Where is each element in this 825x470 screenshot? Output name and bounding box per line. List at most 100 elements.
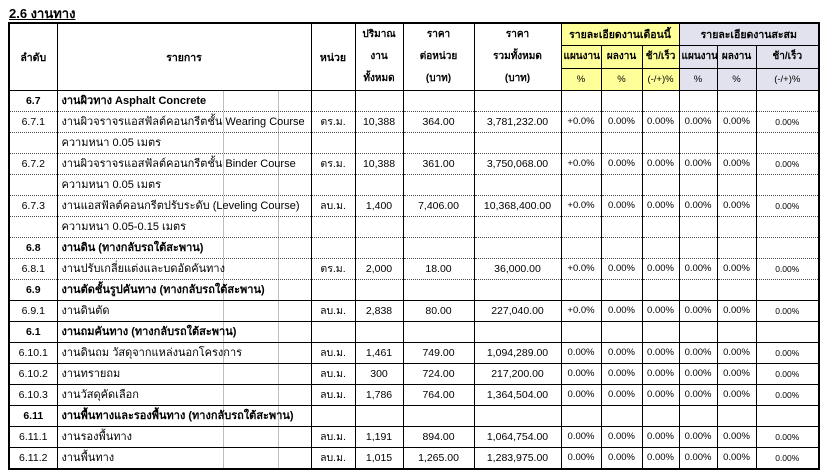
cell-month-plan-pct: [560, 321, 602, 343]
cell-month-diff-pct: 0.00%: [641, 363, 680, 385]
cell-quantity: [354, 237, 404, 259]
cell-total-price: 1,283,975.00: [473, 447, 562, 470]
cell-cum-diff-pct: 0.00%: [755, 384, 820, 406]
header-total-quantity: ปริมาณ งาน ทั้งหมด: [354, 22, 404, 91]
cell-month-diff-pct: 0.00%: [641, 111, 680, 133]
cell-unit: [310, 321, 356, 343]
header-month-actual-pct: %: [600, 67, 643, 91]
cell-description: งานถมคันทาง (ทางกลับรถใต้สะพาน): [56, 321, 312, 343]
cell-description: งานพื้นทางและรองพื้นทาง (ทางกลับรถใต้สะพ…: [56, 405, 312, 427]
cell-cum-actual-pct: [716, 405, 757, 427]
cell-unit-price: 80.00: [402, 300, 475, 322]
cell-description: งานผิวทาง Asphalt Concrete: [56, 90, 312, 112]
cell-cum-actual-pct: [716, 174, 757, 196]
cell-cum-diff-pct: [755, 216, 820, 238]
cell-unit: [310, 90, 356, 112]
cell-month-actual-pct: 0.00%: [600, 195, 643, 217]
cell-total-price: [473, 216, 562, 238]
cell-unit-price: 894.00: [402, 426, 475, 448]
cell-month-plan-pct: 0.00%: [560, 342, 602, 364]
cell-month-actual-pct: 0.00%: [600, 153, 643, 175]
cell-cum-diff-pct: [755, 321, 820, 343]
cell-cum-plan-pct: 0.00%: [678, 384, 718, 406]
cell-month-diff-pct: [641, 405, 680, 427]
cell-unit: [310, 216, 356, 238]
cell-no: 6.1: [8, 321, 58, 343]
cell-total-price: 3,750,068.00: [473, 153, 562, 175]
cell-month-plan-pct: +0.0%: [560, 195, 602, 217]
cell-cum-diff-pct: 0.00%: [755, 363, 820, 385]
cell-month-actual-pct: 0.00%: [600, 426, 643, 448]
table-row: ความหนา 0.05 เมตร: [8, 132, 820, 154]
cell-month-plan-pct: 0.00%: [560, 384, 602, 406]
header-group-cumulative: รายละเอียดงานสะสม: [678, 22, 820, 46]
table-row: 6.10.1 งานดินถม วัสดุจากแหล่งนอกโครงการ ลบ…: [8, 342, 820, 364]
cell-quantity: 1,191: [354, 426, 404, 448]
cell-cum-plan-pct: [678, 132, 718, 154]
cell-no: [8, 216, 58, 238]
cell-cum-actual-pct: 0.00%: [716, 258, 757, 280]
cell-description: งานผิวจราจรแอสฟัลต์คอนกรีตชั้น Wearing C…: [56, 111, 312, 133]
cell-no: 6.7.1: [8, 111, 58, 133]
cell-month-diff-pct: [641, 174, 680, 196]
cell-unit-price: 764.00: [402, 384, 475, 406]
cell-month-actual-pct: 0.00%: [600, 111, 643, 133]
cell-no: 6.8.1: [8, 258, 58, 280]
section-row: 6.1 งานถมคันทาง (ทางกลับรถใต้สะพาน): [8, 321, 820, 343]
table-header: ลำดับ รายการ หน่วย ปริมาณ งาน ทั้งหมด รา…: [8, 22, 820, 91]
table-row: 6.7.3 งานแอสฟัลต์คอนกรีตปรับระดับ (Leveli…: [8, 195, 820, 217]
cell-description: ความหนา 0.05-0.15 เมตร: [56, 216, 312, 238]
cell-month-actual-pct: 0.00%: [600, 363, 643, 385]
cell-month-plan-pct: +0.0%: [560, 111, 602, 133]
cell-quantity: 1,461: [354, 342, 404, 364]
cell-cum-plan-pct: 0.00%: [678, 195, 718, 217]
cell-cum-actual-pct: [716, 237, 757, 259]
cell-month-plan-pct: 0.00%: [560, 426, 602, 448]
cell-cum-diff-pct: 0.00%: [755, 258, 820, 280]
cell-cum-plan-pct: 0.00%: [678, 153, 718, 175]
cell-no: 6.10.2: [8, 363, 58, 385]
cell-cum-plan-pct: 0.00%: [678, 447, 718, 470]
cell-cum-diff-pct: 0.00%: [755, 426, 820, 448]
cell-unit: [310, 132, 356, 154]
header-cum-plan-pct: %: [678, 67, 718, 91]
cell-month-diff-pct: [641, 237, 680, 259]
cell-no: 6.10.1: [8, 342, 58, 364]
cell-quantity: 1,400: [354, 195, 404, 217]
cell-unit: ลบ.ม.: [310, 342, 356, 364]
cell-description: ความหนา 0.05 เมตร: [56, 132, 312, 154]
cell-no: 6.7.3: [8, 195, 58, 217]
header-month-plan-pct: %: [560, 67, 602, 91]
cell-cum-actual-pct: 0.00%: [716, 447, 757, 470]
table-body: 6.7 งานผิวทาง Asphalt Concrete 6.7.1 งานผิว…: [8, 90, 820, 470]
cell-month-actual-pct: 0.00%: [600, 300, 643, 322]
cell-unit-price: [402, 405, 475, 427]
cell-total-price: 1,064,754.00: [473, 426, 562, 448]
cell-unit: ลบ.ม.: [310, 384, 356, 406]
cell-description: งานผิวจราจรแอสฟัลต์คอนกรีตชั้น Binder Co…: [56, 153, 312, 175]
cell-month-plan-pct: [560, 216, 602, 238]
cell-month-actual-pct: [600, 405, 643, 427]
cell-total-price: [473, 279, 562, 301]
cell-unit-price: [402, 279, 475, 301]
cell-cum-diff-pct: [755, 279, 820, 301]
cell-unit: ลบ.ม.: [310, 426, 356, 448]
cell-unit: ตร.ม.: [310, 258, 356, 280]
cell-total-price: 1,364,504.00: [473, 384, 562, 406]
section-row: 6.9 งานตัดชั้นรูปคันทาง (ทางกลับรถใต้สะพา…: [8, 279, 820, 301]
cell-month-actual-pct: [600, 279, 643, 301]
cell-month-diff-pct: 0.00%: [641, 153, 680, 175]
cell-no: 6.8: [8, 237, 58, 259]
cell-unit-price: 364.00: [402, 111, 475, 133]
cell-description: งานดินตัด: [56, 300, 312, 322]
cell-unit: ลบ.ม.: [310, 447, 356, 470]
cell-month-diff-pct: 0.00%: [641, 426, 680, 448]
cell-unit: [310, 174, 356, 196]
cell-quantity: 10,388: [354, 153, 404, 175]
cell-no: 6.11.1: [8, 426, 58, 448]
cell-cum-diff-pct: [755, 237, 820, 259]
cell-cum-plan-pct: 0.00%: [678, 111, 718, 133]
header-cum-actual-pct: %: [716, 67, 757, 91]
cell-cum-plan-pct: [678, 321, 718, 343]
header-cum-plan: แผนงาน: [678, 45, 718, 69]
